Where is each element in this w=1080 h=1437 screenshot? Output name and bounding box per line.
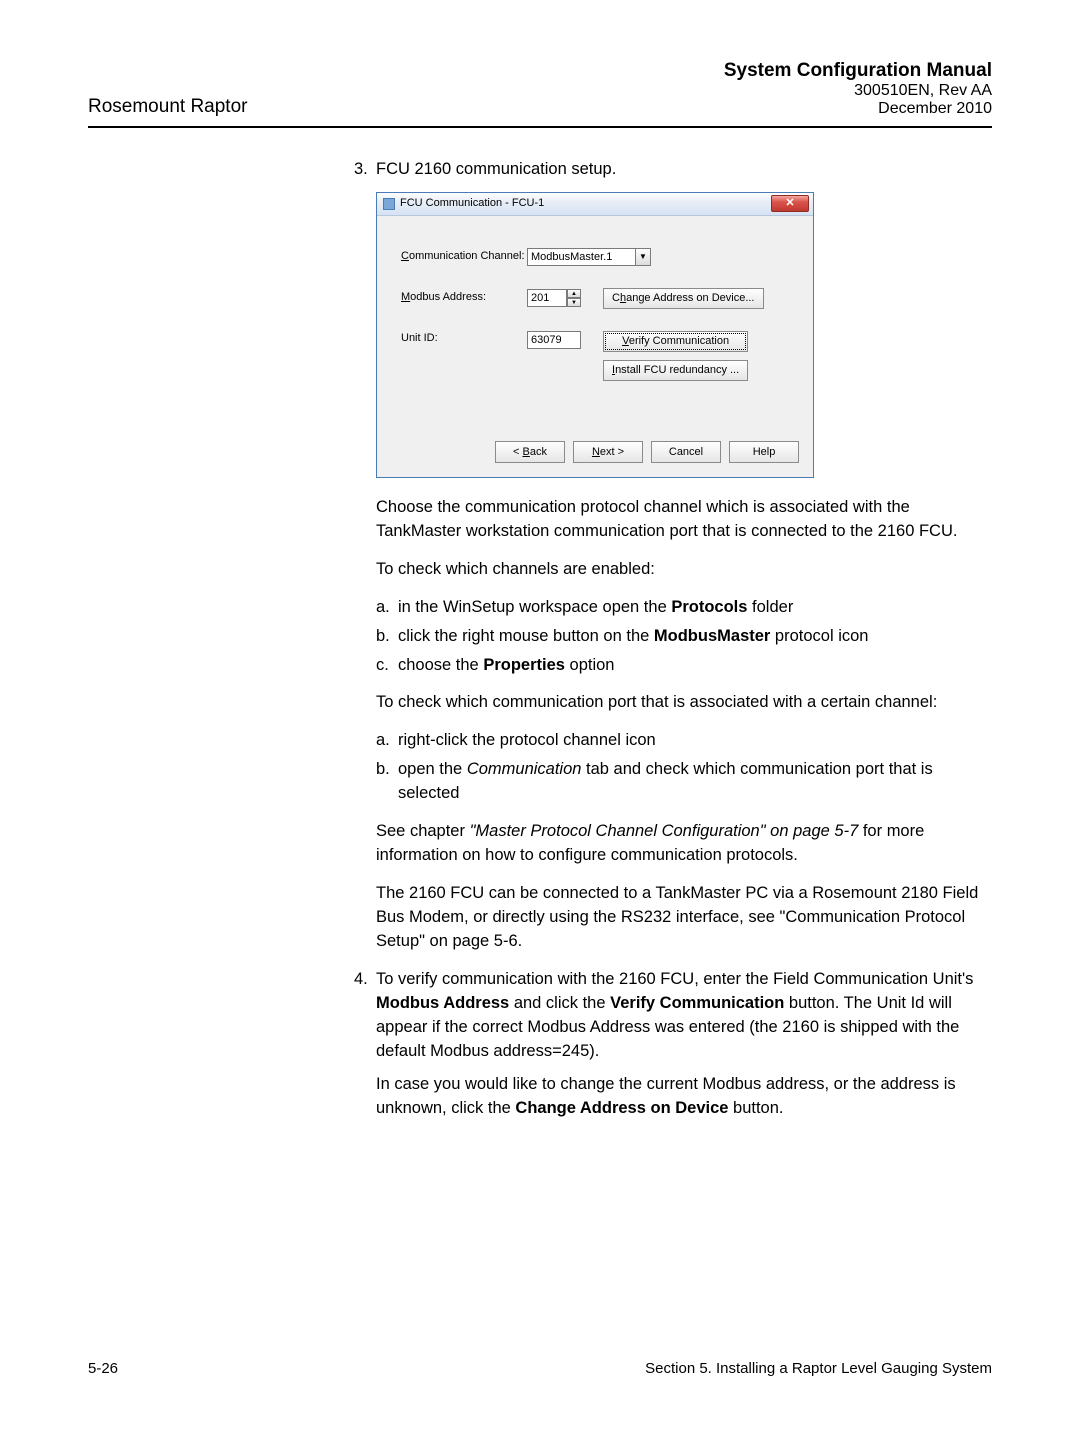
install-redundancy-button[interactable]: Install FCU redundancy ...	[603, 360, 748, 381]
step-4: 4. To verify communication with the 2160…	[354, 968, 992, 1064]
doc-date: December 2010	[724, 100, 992, 118]
list1-a: a. in the WinSetup workspace open the Pr…	[376, 596, 992, 620]
page-header: Rosemount Raptor System Configuration Ma…	[88, 60, 992, 118]
page-footer: 5-26 Section 5. Installing a Raptor Leve…	[88, 1360, 992, 1377]
close-button[interactable]: ✕	[771, 195, 809, 212]
step-3-number: 3.	[354, 158, 376, 182]
list-2: a. right-click the protocol channel icon…	[376, 729, 992, 806]
label-channel: Communication Channel:	[401, 249, 527, 265]
step-3: 3. FCU 2160 communication setup.	[354, 158, 992, 182]
paragraph-2: To check which channels are enabled:	[376, 558, 992, 582]
verify-communication-button[interactable]: Verify Communication	[603, 331, 748, 352]
row-channel: Communication Channel: ▼	[401, 248, 793, 266]
next-button[interactable]: Next >	[573, 441, 643, 463]
dialog-footer: < Back Next > Cancel Help	[377, 441, 813, 477]
channel-input[interactable]	[527, 248, 635, 266]
page-number: 5-26	[88, 1360, 118, 1377]
step-3-title: FCU 2160 communication setup.	[376, 158, 992, 182]
step-4-number: 4.	[354, 968, 376, 1064]
dialog-title-text: FCU Communication - FCU-1	[400, 196, 544, 212]
fcu-communication-dialog: FCU Communication - FCU-1 ✕ Communicatio…	[376, 192, 814, 478]
change-address-button[interactable]: Change Address on Device...	[603, 288, 764, 309]
manual-title: System Configuration Manual	[724, 60, 992, 82]
step-4-p2: In case you would like to change the cur…	[376, 1073, 992, 1121]
paragraph-3: To check which communication port that i…	[376, 691, 992, 715]
help-button[interactable]: Help	[729, 441, 799, 463]
list-1: a. in the WinSetup workspace open the Pr…	[376, 596, 992, 678]
list1-b: b. click the right mouse button on the M…	[376, 625, 992, 649]
back-button[interactable]: < Back	[495, 441, 565, 463]
label-unitid: Unit ID:	[401, 331, 527, 347]
row-modbus: Modbus Address: ▲ ▼ Change Address on De…	[401, 288, 793, 309]
label-modbus: Modbus Address:	[401, 290, 527, 306]
header-divider	[88, 126, 992, 128]
dialog-title: FCU Communication - FCU-1	[383, 196, 544, 212]
list2-a: a. right-click the protocol channel icon	[376, 729, 992, 753]
side-buttons-2: Verify Communication Install FCU redunda…	[603, 331, 748, 381]
list1-c: c. choose the Properties option	[376, 654, 992, 678]
paragraph-1: Choose the communication protocol channe…	[376, 496, 992, 544]
channel-select[interactable]: ▼	[527, 248, 651, 266]
paragraph-5: The 2160 FCU can be connected to a TankM…	[376, 882, 992, 954]
cancel-button[interactable]: Cancel	[651, 441, 721, 463]
list2-b: b. open the Communication tab and check …	[376, 758, 992, 806]
dialog-icon	[383, 198, 395, 210]
modbus-spinner[interactable]: ▲ ▼	[527, 289, 581, 307]
step-4-body: To verify communication with the 2160 FC…	[376, 968, 992, 1064]
spinner-down-icon[interactable]: ▼	[567, 298, 581, 307]
row-unitid: Unit ID: Verify Communication Install FC…	[401, 331, 793, 381]
side-buttons-1: Change Address on Device...	[603, 288, 764, 309]
close-icon: ✕	[785, 196, 794, 212]
modbus-input[interactable]	[527, 289, 567, 307]
dialog-titlebar: FCU Communication - FCU-1 ✕	[377, 193, 813, 216]
paragraph-4: See chapter "Master Protocol Channel Con…	[376, 820, 992, 868]
product-name: Rosemount Raptor	[88, 96, 247, 118]
chevron-down-icon[interactable]: ▼	[635, 248, 651, 266]
dialog-body: Communication Channel: ▼ Modbus Address:…	[377, 216, 813, 441]
content-area: 3. FCU 2160 communication setup. FCU Com…	[354, 158, 992, 1121]
unitid-input[interactable]	[527, 331, 581, 349]
spinner-up-icon[interactable]: ▲	[567, 289, 581, 298]
doc-number: 300510EN, Rev AA	[724, 82, 992, 100]
header-right: System Configuration Manual 300510EN, Re…	[724, 60, 992, 118]
spinner-buttons: ▲ ▼	[567, 289, 581, 307]
section-label: Section 5. Installing a Raptor Level Gau…	[645, 1360, 992, 1377]
